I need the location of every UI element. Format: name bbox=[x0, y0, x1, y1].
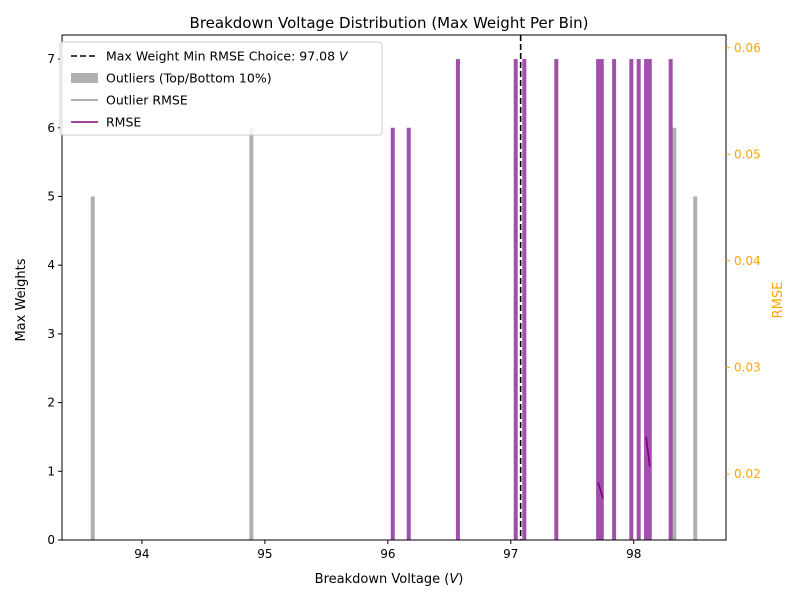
y-tick-label: 7 bbox=[47, 52, 55, 66]
y2-axis-label: RMSE bbox=[771, 282, 786, 319]
weight-bar bbox=[513, 59, 518, 541]
outlier-bar bbox=[693, 196, 698, 540]
weight-bar bbox=[406, 127, 411, 541]
weight-bar bbox=[636, 59, 641, 541]
weight-bar bbox=[644, 59, 649, 541]
y-tick-label: 0 bbox=[47, 533, 55, 547]
weight-bar bbox=[647, 59, 652, 541]
rmse-line bbox=[645, 436, 651, 467]
x-tick-label: 97 bbox=[503, 547, 518, 561]
outlier-bar bbox=[672, 127, 677, 541]
weight-bar bbox=[629, 59, 634, 541]
y2-tick-label: 0.04 bbox=[734, 254, 761, 268]
y2-tick-label: 0.02 bbox=[734, 467, 761, 481]
y-tick-label: 4 bbox=[47, 258, 55, 272]
x-tick-label: 95 bbox=[257, 547, 272, 561]
weight-bar bbox=[554, 59, 559, 541]
x-tick-label: 94 bbox=[134, 547, 149, 561]
weight-bar bbox=[455, 59, 460, 541]
weight-bar bbox=[390, 127, 395, 541]
y-tick-label: 6 bbox=[47, 121, 55, 135]
chart-marks bbox=[90, 35, 698, 541]
plot-frame bbox=[61, 34, 727, 541]
x-tick-label: 98 bbox=[626, 547, 641, 561]
weight-bar bbox=[668, 59, 673, 541]
x-axis-label: Breakdown Voltage (V) bbox=[315, 572, 464, 587]
legend-box bbox=[59, 41, 383, 136]
legend-label: Max Weight Min RMSE Choice: 97.08 V bbox=[106, 49, 349, 64]
weight-bar bbox=[599, 59, 604, 541]
y-tick-label: 3 bbox=[47, 327, 55, 341]
y2-tick-label: 0.06 bbox=[734, 41, 761, 55]
weight-bar bbox=[612, 59, 617, 541]
y-axis-label: Max Weights bbox=[14, 258, 29, 341]
y2-tick-label: 0.03 bbox=[734, 360, 761, 374]
chart-title: Breakdown Voltage Distribution (Max Weig… bbox=[190, 14, 589, 32]
legend-label: Outlier RMSE bbox=[106, 93, 188, 108]
y2-tick-label: 0.05 bbox=[734, 147, 761, 161]
weight-bar bbox=[522, 59, 527, 541]
legend-swatch-outlier bbox=[71, 73, 98, 83]
x-tick-label: 96 bbox=[380, 547, 395, 561]
y-tick-label: 1 bbox=[47, 464, 55, 478]
legend-label: RMSE bbox=[106, 115, 141, 130]
y-tick-label: 2 bbox=[47, 396, 55, 410]
rmse-line bbox=[597, 482, 604, 499]
legend: Max Weight Min RMSE Choice: 97.08 V Outli… bbox=[59, 41, 383, 136]
outlier-bar bbox=[249, 127, 254, 541]
legend-label: Outliers (Top/Bottom 10%) bbox=[106, 71, 272, 86]
weight-bar bbox=[596, 59, 601, 541]
chart-axes: 94 95 96 97 98 0 1 2 3 4 5 6 7 0.02 0.03 0.04 0.05 0.06 bbox=[47, 34, 761, 561]
outlier-bar bbox=[90, 196, 95, 540]
y-tick-label: 5 bbox=[47, 189, 55, 203]
